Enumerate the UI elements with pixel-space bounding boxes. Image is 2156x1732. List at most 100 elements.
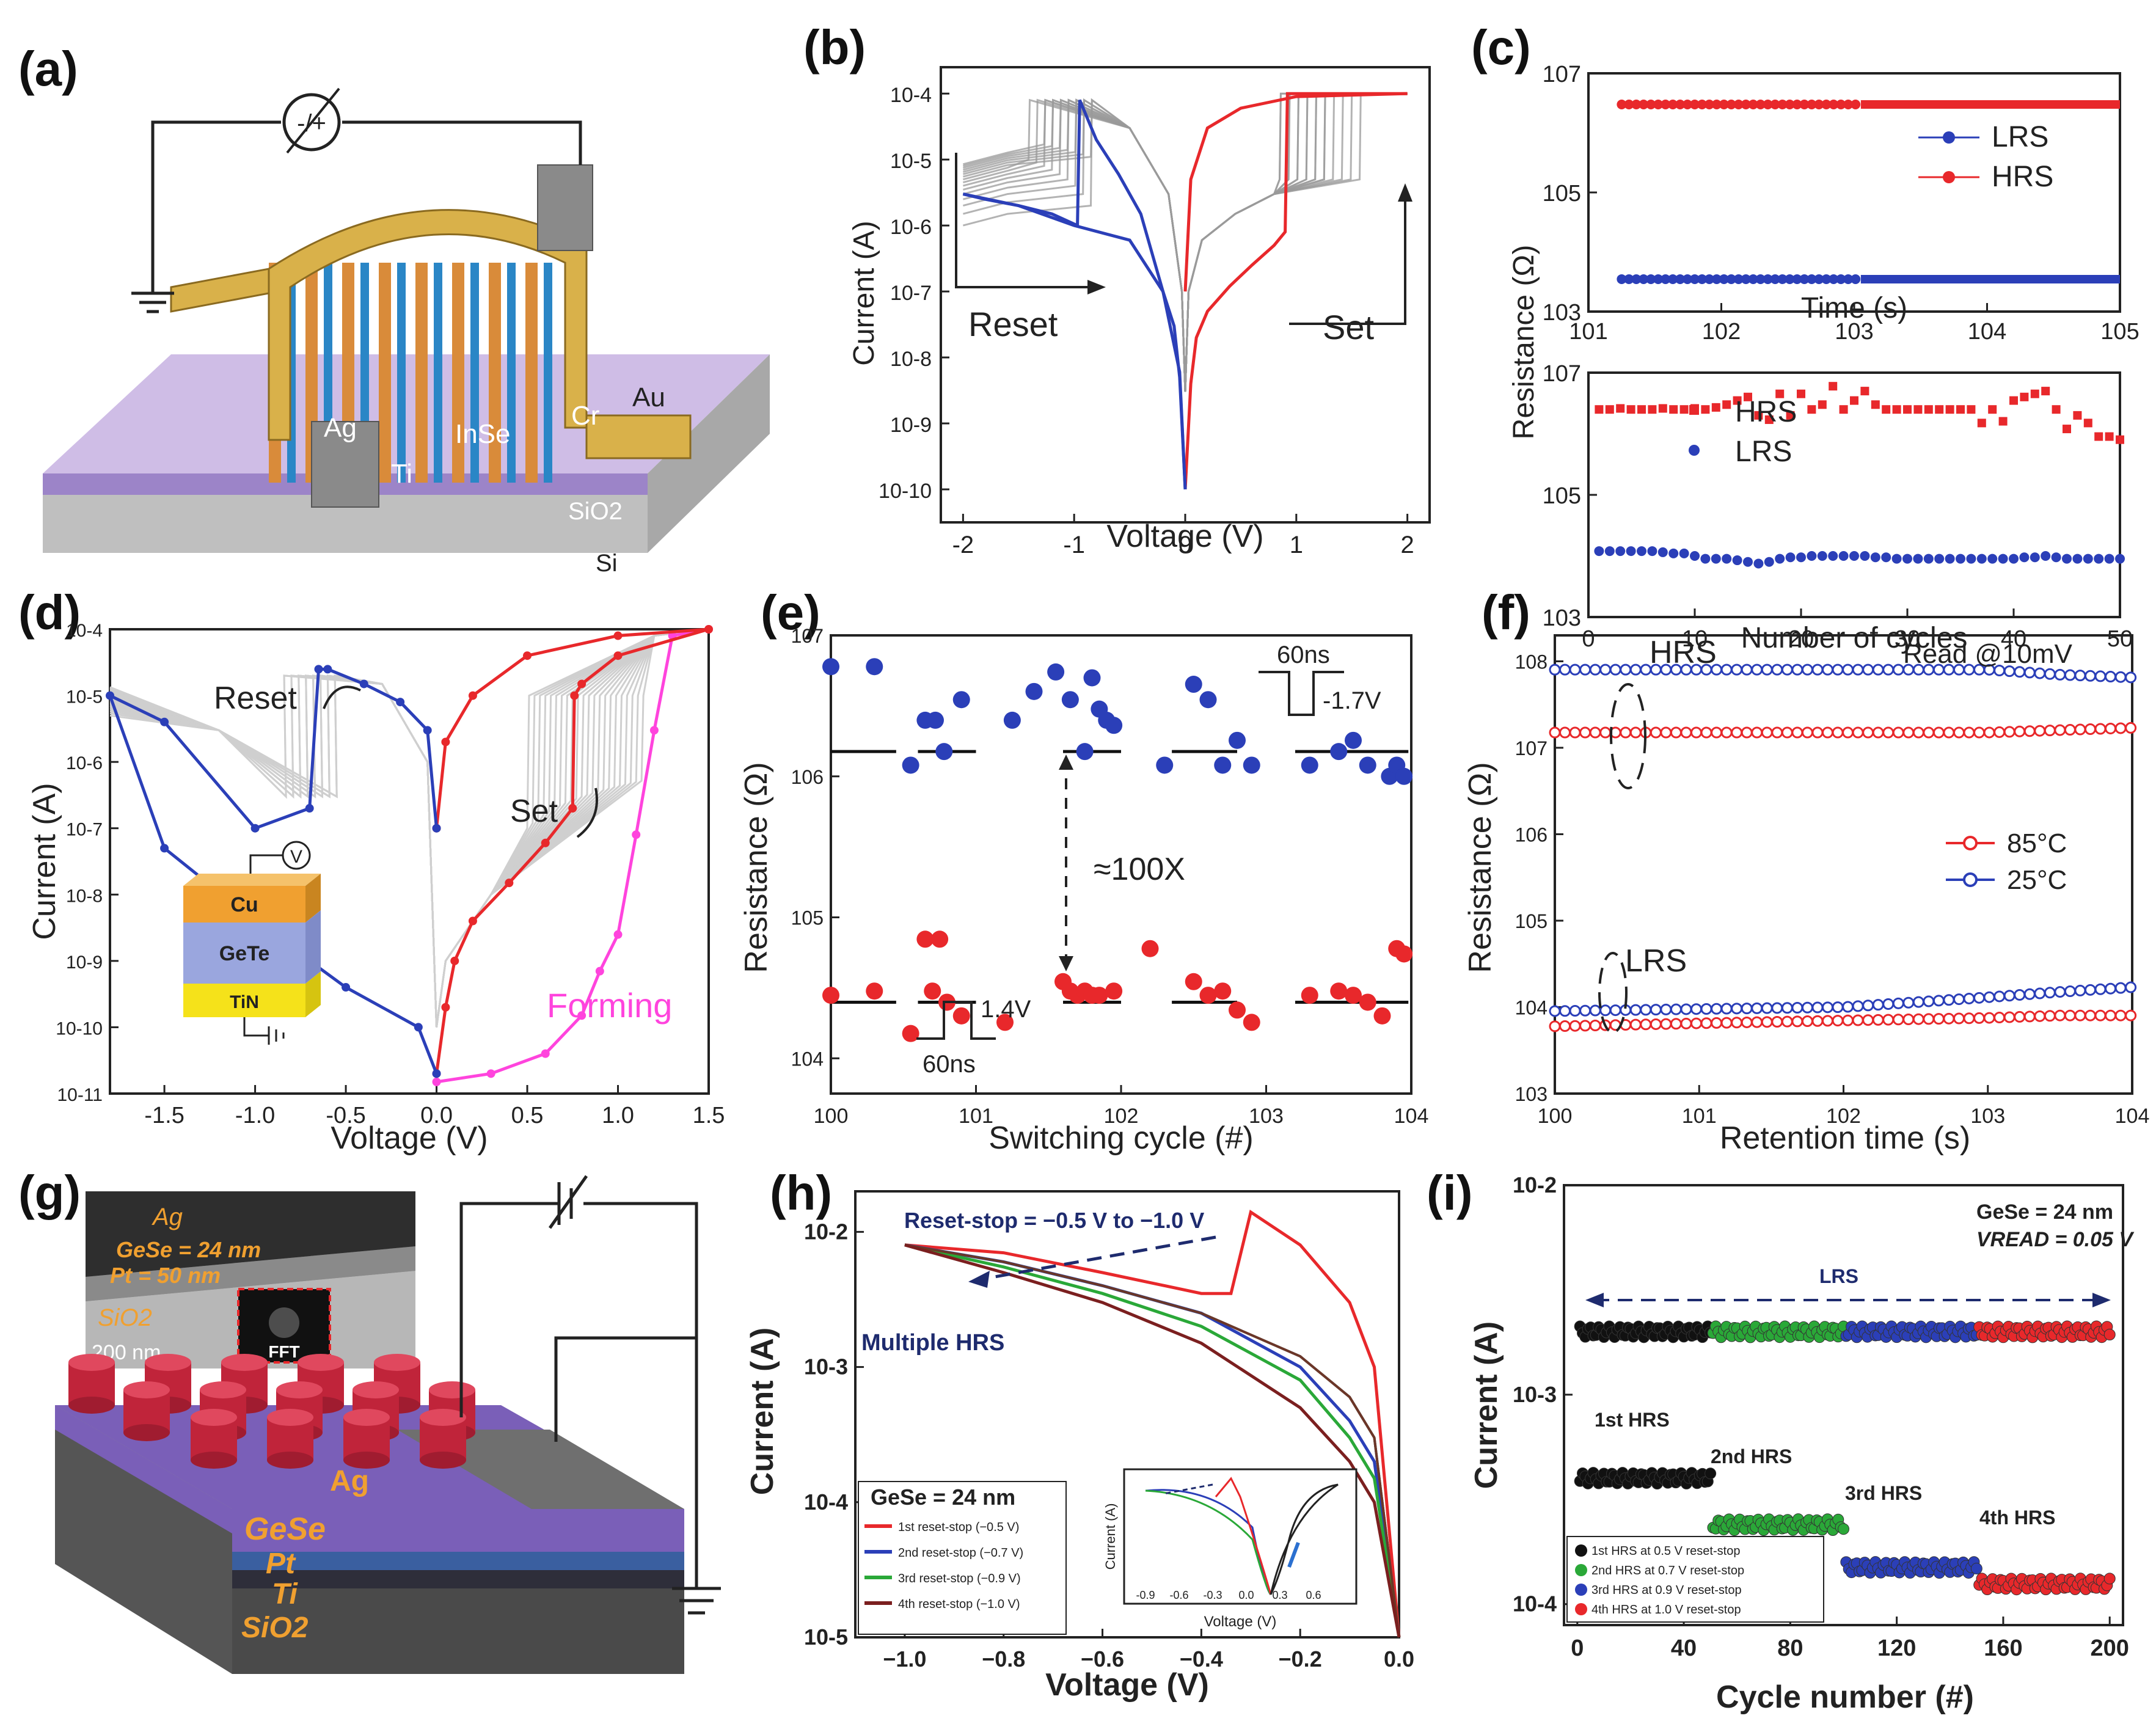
data-point-f-red [1680, 1017, 1692, 1029]
data-point-e-LRS [1301, 987, 1318, 1004]
data-point-f-red [1670, 726, 1682, 739]
data-point-f-red [2074, 723, 2086, 736]
data-point-d-pink [541, 1049, 550, 1058]
data-point-c-top-HRS [1697, 99, 1707, 109]
data-point-e-HRS [1199, 691, 1217, 709]
gete-layer-side [305, 910, 321, 984]
fft-pattern [269, 1307, 299, 1338]
data-point-c-bottom-hrs [2116, 435, 2124, 444]
data-point-f-red [1771, 1016, 1783, 1028]
data-point-c-bottom-hrs [1829, 382, 1838, 391]
data-point-f-red [1569, 1020, 1581, 1032]
data-point-c-top-LRS [1851, 274, 1861, 284]
data-point-c-top-HRS [1814, 99, 1824, 109]
data-point-e-LRS [1345, 987, 1362, 1004]
data-point-f-red [1822, 1015, 1834, 1027]
data-point-f-red [1882, 1014, 1895, 1026]
data-point-f-blue [1791, 1001, 1803, 1014]
data-point-f-red [1731, 1017, 1743, 1029]
data-point-f-blue [1741, 1003, 1753, 1015]
data-point-c-bottom-lrs [1817, 551, 1827, 561]
y-tick-label-e: 105 [791, 907, 824, 929]
data-point-c-top-HRS [1741, 99, 1751, 109]
data-point-c-bottom-lrs [2041, 551, 2051, 561]
data-point-f-red [1579, 1020, 1591, 1032]
iv-return-darkred-h [904, 1243, 1400, 1638]
ammeter-needle [286, 87, 340, 154]
data-point-f-blue [1731, 663, 1743, 676]
data-point-e-HRS [1395, 767, 1413, 785]
au-left-pad [170, 268, 270, 313]
data-point-c-bottom-hrs [1935, 405, 1944, 414]
data-point-f-red [1932, 726, 1945, 739]
legend-box-i [1566, 1536, 1824, 1623]
iv-curve-darkred-h [904, 1243, 1401, 1638]
x-tick-label-c-bottom: 10 [1682, 626, 1708, 652]
x-tick-label-i: 120 [1877, 1635, 1916, 1661]
x-tick-label-h: 0.0 [1384, 1646, 1414, 1672]
data-point-c-top-LRS [1653, 274, 1664, 284]
data-point-d-red [541, 838, 550, 847]
data-point-c-bottom-hrs [1786, 411, 1795, 420]
ratio-arrow-up [1059, 755, 1073, 770]
data-point-c-bottom-lrs [1626, 546, 1636, 557]
panel-a: (a) -/+ Ag Ti InSe Cr Au S [18, 42, 770, 577]
data-point-c-bottom-hrs [1967, 405, 1976, 414]
data-point-f-blue [1822, 663, 1834, 676]
data-point-f-blue [1720, 663, 1733, 676]
voltage-source-icon [548, 1175, 588, 1229]
data-point-f-blue [1720, 1003, 1733, 1015]
ti-front-layer [232, 1570, 684, 1588]
legend-marker-25c [1963, 872, 1978, 887]
device-stack-inset-d: V Cu GeTe TiN [183, 841, 321, 1045]
data-point-c-bottom-lrs [1956, 554, 1965, 564]
data-point-f-blue [1589, 1004, 1601, 1017]
series-group-e [822, 658, 1413, 1042]
data-point-i-3 [2103, 1329, 2116, 1341]
data-point-c-bottom-hrs [1839, 405, 1848, 414]
data-point-c-bottom-hrs [1754, 411, 1763, 420]
legend-label-lrs-c-top: LRS [1992, 121, 2048, 153]
data-point-d-blue [396, 698, 405, 707]
data-point-f-red [1741, 726, 1753, 739]
legend-label-85c: 85°C [2007, 828, 2067, 858]
data-point-d-blue [106, 691, 114, 700]
y-tick-label-e: 104 [791, 1048, 824, 1070]
legend-label-25c: 25°C [2007, 865, 2067, 895]
data-point-c-bottom-hrs [2083, 418, 2092, 428]
data-point-f-red [1741, 1016, 1753, 1028]
axis-ticks-h: −1.0 −0.8 −0.6 −0.4 −0.2 0.0 10-2 10-3 10-4 10-5 [804, 1219, 1414, 1672]
circuit-wire-g [459, 1202, 698, 1564]
data-point-f-red [2094, 1009, 2107, 1021]
data-point-f-blue [1811, 1001, 1824, 1014]
data-point-c-top-LRS [1704, 274, 1714, 284]
data-point-f-red [1923, 726, 1935, 739]
data-point-c-bottom-lrs [1753, 558, 1764, 569]
data-point-c-bottom-hrs [2073, 411, 2082, 420]
data-point-d-red [613, 651, 623, 660]
data-point-f-blue [2054, 668, 2066, 681]
data-point-f-red [1640, 1018, 1652, 1031]
inset-curve-red [1215, 1477, 1272, 1595]
panel-label-a: (a) [18, 42, 78, 96]
data-point-f-blue [2054, 986, 2066, 998]
ag-pillar-top [276, 1381, 323, 1398]
data-point-e-HRS [866, 658, 883, 676]
ag-pillar-array [68, 1354, 475, 1469]
data-point-c-bottom-hrs [1797, 389, 1805, 398]
data-point-f-blue [2084, 670, 2096, 682]
data-point-f-red [1923, 1013, 1935, 1025]
data-point-c-bottom-hrs [1595, 405, 1604, 414]
legend-marker-i-3 [1575, 1584, 1587, 1596]
panel-label-e: (e) [761, 585, 820, 640]
data-point-f-red [1781, 1015, 1793, 1028]
data-point-f-red [1629, 1018, 1642, 1031]
data-point-f-red [1660, 1018, 1672, 1030]
inset-x-tick-label-h: 0.3 [1272, 1589, 1287, 1601]
data-point-c-top-HRS [1704, 99, 1714, 109]
data-point-f-blue [1912, 996, 1924, 1008]
x-axis-label-h: Voltage (V) [1045, 1667, 1209, 1703]
data-point-c-bottom-lrs [1732, 555, 1742, 566]
data-point-e-HRS [1301, 756, 1318, 774]
y-tick-label-f: 108 [1515, 651, 1548, 673]
